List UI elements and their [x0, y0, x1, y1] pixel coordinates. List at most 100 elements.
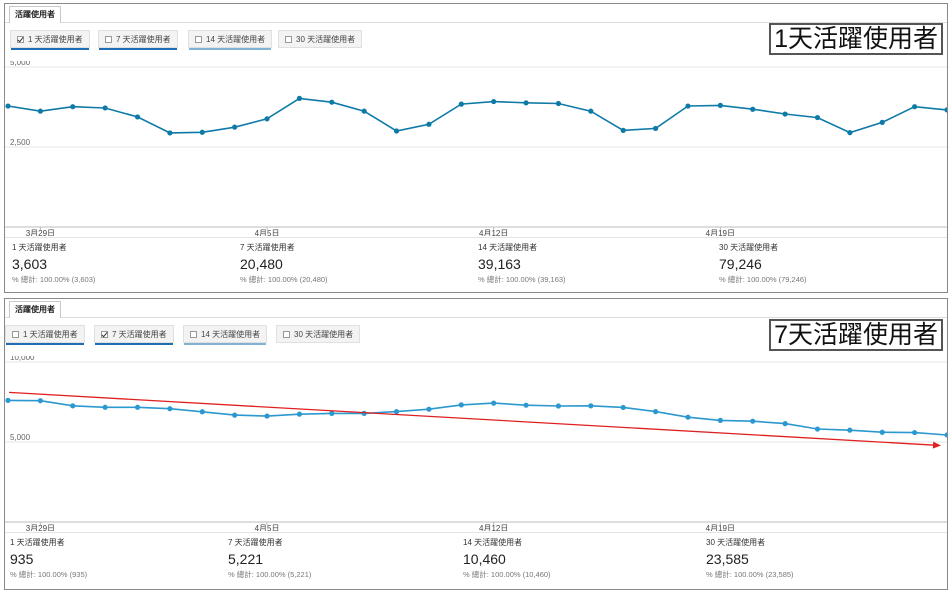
- data-point[interactable]: [199, 129, 205, 135]
- data-point[interactable]: [782, 111, 788, 117]
- data-point[interactable]: [847, 130, 853, 136]
- series-line: [7, 399, 947, 436]
- metric-7day-button[interactable]: 7 天活躍使用者: [94, 325, 174, 345]
- stat-label: 14 天活躍使用者: [463, 538, 523, 547]
- data-point[interactable]: [879, 119, 885, 125]
- data-point[interactable]: [296, 411, 303, 417]
- data-point[interactable]: [588, 403, 594, 409]
- metric-7day-checkbox[interactable]: [101, 331, 108, 338]
- metric-7day-underline: [95, 343, 173, 345]
- stat-value: 10,460: [463, 551, 506, 567]
- metric-1day-checkbox[interactable]: [12, 331, 19, 338]
- data-point[interactable]: [458, 402, 464, 408]
- data-point[interactable]: [523, 100, 529, 106]
- metric-7day-checkbox[interactable]: [105, 36, 112, 43]
- data-point[interactable]: [361, 108, 367, 114]
- data-point[interactable]: [944, 432, 948, 438]
- data-point[interactable]: [620, 404, 626, 411]
- metric-30day-label: 30 天活躍使用者: [294, 330, 354, 339]
- data-point[interactable]: [912, 104, 918, 110]
- data-point[interactable]: [393, 128, 400, 134]
- data-point[interactable]: [37, 108, 43, 114]
- metric-30day-checkbox[interactable]: [285, 36, 292, 43]
- stat-percent: % 總計: 100.00% (39,163): [478, 275, 566, 284]
- metric-30day-checkbox[interactable]: [283, 331, 290, 338]
- metric-30day-button[interactable]: 30 天活躍使用者: [276, 325, 361, 343]
- data-point[interactable]: [491, 98, 497, 105]
- data-point[interactable]: [652, 409, 659, 415]
- data-point[interactable]: [134, 404, 141, 410]
- data-point[interactable]: [750, 418, 756, 424]
- data-point[interactable]: [426, 121, 432, 127]
- trend-arrow-icon: [932, 441, 941, 449]
- data-point[interactable]: [167, 406, 173, 412]
- data-point[interactable]: [879, 429, 885, 435]
- data-point[interactable]: [70, 104, 76, 110]
- data-point[interactable]: [458, 101, 464, 107]
- data-point[interactable]: [782, 421, 788, 427]
- metric-1day-label: 1 天活躍使用者: [28, 35, 83, 44]
- data-point[interactable]: [523, 402, 529, 408]
- tab-active-users[interactable]: 活躍使用者: [9, 301, 61, 318]
- data-point[interactable]: [102, 105, 108, 111]
- x-tick-label: 3月29日: [26, 524, 55, 531]
- metric-7day-label: 7 天活躍使用者: [112, 330, 167, 339]
- data-point[interactable]: [491, 400, 497, 406]
- x-tick-label: 4月19日: [706, 229, 735, 236]
- stats-divider: [5, 237, 947, 238]
- data-point[interactable]: [70, 403, 76, 409]
- tab-active-users[interactable]: 活躍使用者: [9, 6, 61, 23]
- stat-value: 935: [10, 551, 34, 567]
- data-point[interactable]: [264, 116, 270, 122]
- data-point[interactable]: [5, 397, 11, 403]
- data-point[interactable]: [717, 417, 723, 423]
- metric-14day-button[interactable]: 14 天活躍使用者: [188, 30, 273, 50]
- data-point[interactable]: [555, 100, 562, 107]
- data-point[interactable]: [555, 403, 562, 409]
- data-point[interactable]: [588, 108, 594, 114]
- metric-14day-checkbox[interactable]: [195, 36, 202, 43]
- data-point[interactable]: [685, 103, 691, 109]
- data-point[interactable]: [199, 409, 205, 415]
- stat-7day: 7 天活躍使用者 5,221 % 總計: 100.00% (5,221): [228, 537, 311, 580]
- line-chart: 5,000 2,500 3月29日 4月5日 4月12日 4月19日: [5, 61, 948, 236]
- data-point[interactable]: [264, 413, 270, 419]
- stat-percent: % 總計: 100.00% (3,603): [12, 275, 96, 284]
- data-point[interactable]: [5, 103, 11, 109]
- stat-value: 5,221: [228, 551, 264, 567]
- data-point[interactable]: [296, 95, 303, 101]
- data-point[interactable]: [814, 426, 821, 432]
- metric-1day-underline: [6, 343, 84, 345]
- metric-30day-label: 30 天活躍使用者: [296, 35, 356, 44]
- data-point[interactable]: [717, 102, 723, 108]
- stat-30day: 30 天活躍使用者 79,246 % 總計: 100.00% (79,246): [719, 242, 807, 285]
- metric-7day-button[interactable]: 7 天活躍使用者: [98, 30, 178, 50]
- data-point[interactable]: [167, 130, 173, 136]
- stat-percent: % 總計: 100.00% (79,246): [719, 275, 807, 284]
- data-point[interactable]: [426, 406, 432, 412]
- data-point[interactable]: [329, 99, 335, 105]
- data-point[interactable]: [232, 412, 238, 418]
- data-point[interactable]: [620, 127, 626, 133]
- metric-30day-button[interactable]: 30 天活躍使用者: [278, 30, 363, 48]
- metric-14day-checkbox[interactable]: [190, 331, 197, 338]
- data-point[interactable]: [329, 410, 335, 416]
- metric-14day-button[interactable]: 14 天活躍使用者: [183, 325, 268, 345]
- data-point[interactable]: [102, 404, 108, 410]
- metric-1day-button[interactable]: 1 天活躍使用者: [10, 30, 90, 50]
- metric-1day-checkbox[interactable]: [17, 36, 24, 43]
- data-point[interactable]: [652, 125, 659, 132]
- metric-1day-button[interactable]: 1 天活躍使用者: [5, 325, 85, 345]
- data-point[interactable]: [134, 114, 141, 120]
- data-point[interactable]: [750, 106, 756, 112]
- x-tick-label: 3月29日: [26, 229, 55, 236]
- data-point[interactable]: [912, 429, 918, 436]
- data-point[interactable]: [685, 414, 691, 420]
- data-point[interactable]: [37, 398, 43, 404]
- data-point[interactable]: [814, 114, 821, 121]
- data-point[interactable]: [232, 124, 238, 130]
- data-point[interactable]: [944, 107, 948, 113]
- data-point[interactable]: [393, 409, 400, 415]
- data-point[interactable]: [847, 427, 853, 433]
- y-tick-label: 2,500: [10, 138, 31, 147]
